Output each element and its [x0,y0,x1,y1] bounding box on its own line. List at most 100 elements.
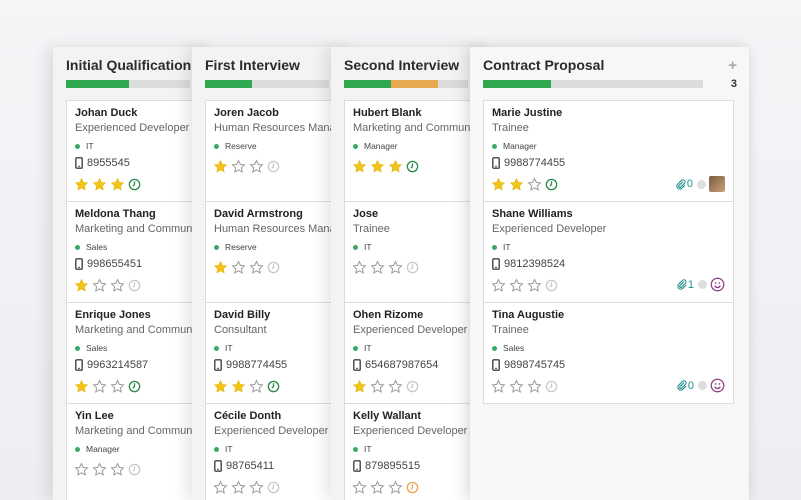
star-icon[interactable] [388,260,403,275]
priority-stars[interactable] [352,260,422,275]
star-icon[interactable] [110,177,125,192]
progress-segment[interactable] [344,80,392,88]
star-icon[interactable] [213,260,228,275]
priority-stars[interactable] [213,379,283,394]
star-icon[interactable] [527,278,542,293]
priority-stars[interactable] [74,379,144,394]
star-icon[interactable] [491,177,506,192]
star-icon[interactable] [388,480,403,495]
priority-stars[interactable] [74,177,144,192]
star-icon[interactable] [231,260,246,275]
kanban-state-indicator[interactable] [698,280,707,289]
clock-icon[interactable] [267,481,280,494]
star-icon[interactable] [509,379,524,394]
progress-segment[interactable] [483,80,552,88]
star-icon[interactable] [231,159,246,174]
star-icon[interactable] [92,462,107,477]
star-icon[interactable] [509,177,524,192]
priority-stars[interactable] [74,278,144,293]
applicant-card[interactable]: Meldona Thang Marketing and Communi Sales 9… [66,201,213,303]
priority-stars[interactable] [213,260,283,275]
star-icon[interactable] [527,379,542,394]
clock-icon[interactable] [128,463,141,476]
applicant-card[interactable]: Yin Lee Marketing and Communi Manager [66,403,213,500]
star-icon[interactable] [370,159,385,174]
clock-icon[interactable] [267,160,280,173]
clock-icon[interactable] [406,160,419,173]
smiley-icon[interactable] [710,277,725,292]
priority-stars[interactable] [352,159,422,174]
progress-segment[interactable] [66,80,130,88]
column-progress-bar[interactable] [483,80,703,88]
star-icon[interactable] [509,278,524,293]
priority-stars[interactable] [74,462,144,477]
priority-stars[interactable] [213,480,283,495]
star-icon[interactable] [491,379,506,394]
column-progress-bar[interactable] [344,80,468,88]
paperclip-icon[interactable] [676,379,687,392]
star-icon[interactable] [527,177,542,192]
priority-stars[interactable] [352,379,422,394]
star-icon[interactable] [352,379,367,394]
applicant-card[interactable]: David Armstrong Human Resources Mana Reser… [205,201,352,303]
column-progress-bar[interactable] [66,80,190,88]
applicant-card[interactable]: Joren Jacob Human Resources Mana Reserve [205,100,352,202]
star-icon[interactable] [74,462,89,477]
star-icon[interactable] [74,177,89,192]
star-icon[interactable] [231,480,246,495]
star-icon[interactable] [370,480,385,495]
applicant-card[interactable]: Shane Williams Experienced Developer IT 981… [483,201,734,303]
star-icon[interactable] [249,159,264,174]
kanban-state-indicator[interactable] [698,381,707,390]
clock-icon[interactable] [128,279,141,292]
star-icon[interactable] [491,278,506,293]
star-icon[interactable] [213,379,228,394]
column-title[interactable]: Second Interview [344,57,460,73]
clock-icon[interactable] [545,178,558,191]
star-icon[interactable] [92,177,107,192]
kanban-state-indicator[interactable] [697,179,706,189]
star-icon[interactable] [388,379,403,394]
star-icon[interactable] [370,260,385,275]
clock-icon[interactable] [267,380,280,393]
star-icon[interactable] [249,480,264,495]
star-icon[interactable] [213,480,228,495]
clock-icon[interactable] [128,380,141,393]
star-icon[interactable] [352,260,367,275]
applicant-card[interactable]: Kelly Wallant Experienced Developer IT 8798… [344,403,491,500]
avatar[interactable] [709,176,725,192]
applicant-card[interactable]: Cécile Donth Experienced Developer IT 98765… [205,403,352,500]
star-icon[interactable] [370,379,385,394]
priority-stars[interactable] [491,177,561,192]
column-title[interactable]: First Interview [205,57,300,73]
star-icon[interactable] [249,260,264,275]
clock-icon[interactable] [545,279,558,292]
applicant-card[interactable]: Johan Duck Experienced Developer IT 8955545 [66,100,213,202]
plus-icon[interactable]: + [728,57,737,74]
star-icon[interactable] [249,379,264,394]
clock-icon[interactable] [267,261,280,274]
column-title[interactable]: Initial Qualification [66,57,192,73]
star-icon[interactable] [388,159,403,174]
clock-icon[interactable] [128,178,141,191]
column-progress-bar[interactable] [205,80,329,88]
clock-icon[interactable] [406,261,419,274]
applicant-card[interactable]: David Billy Consultant IT 9988774455 [205,302,352,404]
applicant-card[interactable]: Ohen Rizome Experienced Developer IT 654687… [344,302,491,404]
applicant-card[interactable]: Enrique Jones Marketing and Communi Sales 9… [66,302,213,404]
star-icon[interactable] [110,278,125,293]
priority-stars[interactable] [213,159,283,174]
star-icon[interactable] [213,159,228,174]
applicant-card[interactable]: Hubert Blank Marketing and Communi Manager [344,100,491,202]
applicant-card[interactable]: Tina Augustie Trainee Sales 9898745745 0 [483,302,734,404]
star-icon[interactable] [352,159,367,174]
applicant-card[interactable]: Marie Justine Trainee Manager 9988774455 0 [483,100,734,202]
star-icon[interactable] [352,480,367,495]
column-title[interactable]: Contract Proposal [483,57,605,73]
clock-icon[interactable] [545,380,558,393]
star-icon[interactable] [74,379,89,394]
star-icon[interactable] [110,462,125,477]
priority-stars[interactable] [352,480,422,495]
star-icon[interactable] [110,379,125,394]
star-icon[interactable] [231,379,246,394]
